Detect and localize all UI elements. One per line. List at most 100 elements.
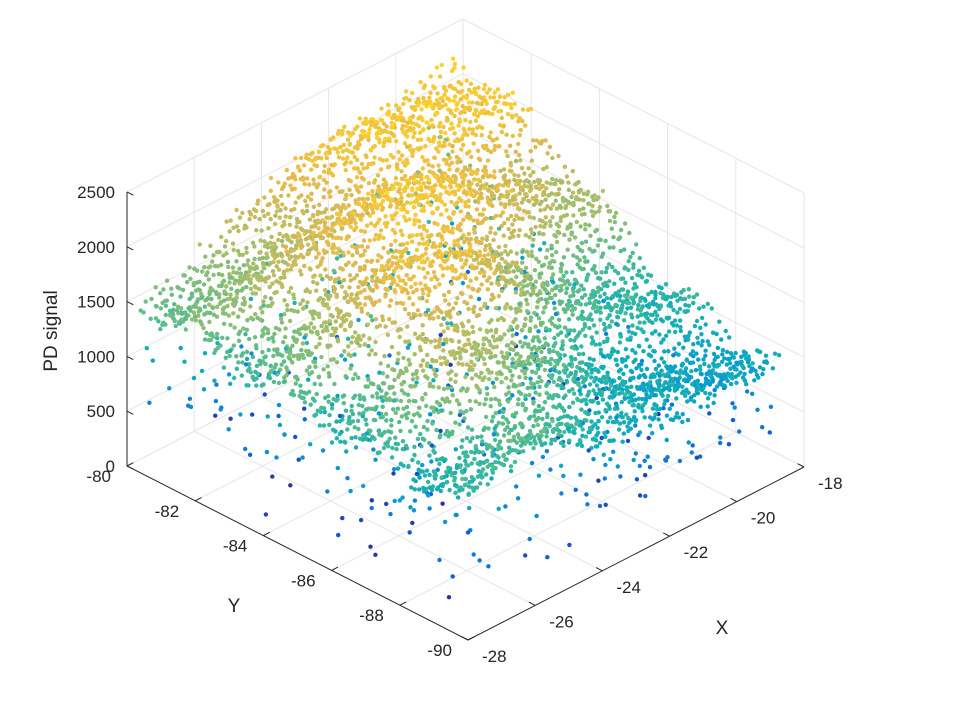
data-point: [438, 332, 443, 338]
data-point: [363, 384, 368, 389]
data-point: [457, 402, 462, 407]
data-point: [388, 511, 393, 517]
data-point: [473, 199, 478, 204]
data-point: [398, 428, 403, 434]
data-point: [332, 279, 338, 284]
data-point: [560, 339, 565, 344]
data-point: [546, 395, 551, 400]
data-point: [573, 356, 578, 362]
data-point: [656, 417, 661, 422]
data-point: [362, 248, 368, 253]
data-point: [402, 307, 408, 312]
data-point: [555, 332, 561, 337]
data-point: [527, 428, 533, 434]
data-point: [534, 348, 539, 353]
data-point: [393, 435, 398, 440]
data-point: [597, 440, 603, 446]
data-point: [247, 452, 253, 457]
data-point: [473, 132, 479, 138]
data-point: [721, 372, 726, 377]
data-point: [237, 266, 242, 271]
data-point: [392, 467, 397, 472]
data-point: [384, 263, 390, 268]
data-point: [321, 423, 327, 428]
data-point: [282, 298, 287, 303]
data-point: [390, 320, 395, 325]
data-point: [488, 230, 493, 235]
data-point: [439, 361, 444, 367]
data-point: [255, 315, 260, 321]
data-point: [412, 331, 418, 336]
data-point: [450, 56, 456, 61]
data-point: [304, 203, 310, 208]
data-point: [443, 360, 448, 365]
data-point: [528, 376, 533, 381]
data-point: [432, 274, 438, 279]
data-point: [456, 123, 461, 128]
data-point: [590, 437, 596, 442]
data-point: [395, 466, 401, 471]
data-point: [372, 155, 377, 160]
data-point: [587, 382, 593, 387]
data-point: [581, 206, 586, 211]
data-point: [584, 278, 589, 283]
data-point: [236, 360, 241, 365]
data-point: [579, 240, 585, 246]
data-point: [517, 191, 522, 196]
data-point: [462, 261, 468, 267]
data-point: [450, 68, 455, 74]
data-point: [690, 382, 695, 387]
data-point: [478, 270, 483, 275]
data-point: [345, 137, 351, 142]
data-point: [610, 390, 615, 395]
data-point: [437, 135, 442, 140]
data-point: [362, 302, 368, 307]
data-point: [553, 323, 558, 329]
data-point: [528, 380, 534, 386]
data-point: [453, 301, 459, 306]
data-point: [522, 324, 527, 329]
data-point: [583, 222, 588, 227]
data-point: [534, 193, 539, 199]
data-point: [488, 355, 493, 360]
data-point: [682, 309, 687, 314]
data-point: [607, 438, 612, 443]
data-point: [681, 378, 687, 383]
data-point: [386, 165, 391, 170]
data-point: [694, 351, 699, 356]
data-point: [477, 558, 482, 563]
data-point: [476, 196, 482, 201]
data-point: [305, 300, 310, 305]
data-point: [238, 412, 243, 417]
data-point: [511, 434, 517, 439]
data-point: [509, 113, 515, 119]
data-point: [401, 160, 406, 165]
data-point: [436, 124, 442, 129]
data-point: [267, 284, 272, 290]
data-point: [631, 301, 636, 306]
data-point: [270, 474, 275, 479]
data-point: [661, 406, 666, 411]
data-point: [501, 167, 507, 172]
data-point: [636, 432, 641, 438]
data-point: [367, 352, 372, 357]
data-point: [230, 301, 236, 307]
data-point: [263, 512, 269, 517]
data-point: [680, 412, 685, 417]
data-point: [686, 303, 692, 308]
data-point: [317, 423, 323, 428]
data-point: [505, 111, 511, 117]
data-point: [677, 371, 682, 376]
data-point: [298, 389, 304, 394]
data-point: [334, 294, 339, 300]
data-point: [449, 221, 455, 226]
data-point: [260, 349, 265, 355]
data-point: [309, 224, 314, 229]
data-point: [562, 353, 567, 358]
data-point: [378, 268, 384, 273]
data-point: [485, 287, 491, 292]
data-point: [687, 294, 692, 299]
data-point: [508, 347, 513, 352]
data-point: [292, 329, 297, 334]
data-point: [694, 455, 699, 460]
